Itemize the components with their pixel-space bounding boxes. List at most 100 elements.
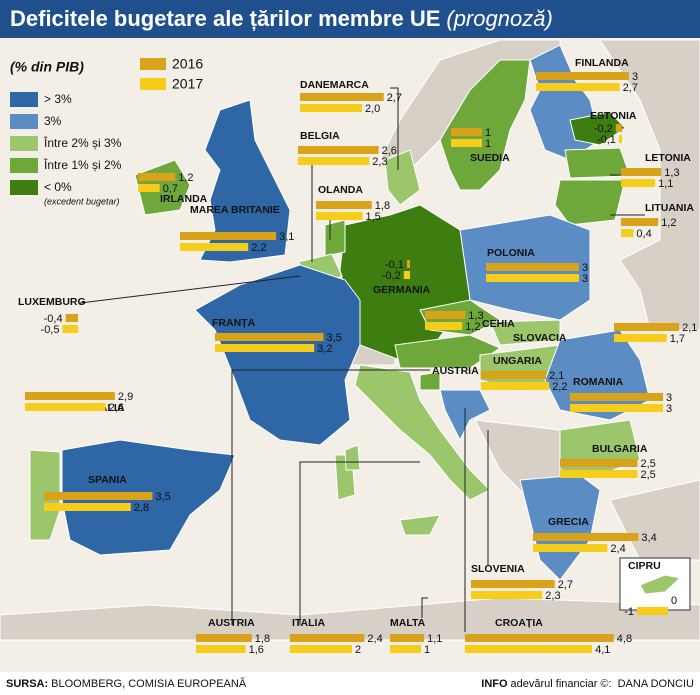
country-name: POLONIA — [487, 247, 535, 259]
footer-info: INFO adevărul financiar ©: DANA DONCIU — [481, 678, 694, 690]
country-name: FINLANDA — [575, 57, 629, 69]
value-label: 1 — [485, 127, 491, 139]
bar — [560, 470, 638, 478]
title-bar — [0, 0, 700, 38]
leader-line — [231, 369, 430, 625]
bar — [533, 544, 608, 552]
value-label: 0 — [671, 595, 677, 607]
legend-swatch — [140, 58, 166, 70]
country-area — [324, 219, 346, 257]
country-name: CROAȚIA — [495, 617, 543, 629]
value-label: 1,3 — [664, 167, 679, 179]
country-area — [569, 111, 626, 146]
legend-label: Între 2% și 3% — [43, 135, 122, 150]
country-name: OLANDA — [318, 184, 363, 196]
country-name: FRANȚA — [212, 317, 256, 329]
info: adevărul financiar ©: — [511, 678, 612, 690]
legend: 2016 2017 > 3% 3% Între 2% și 3% Între 1% și … — [10, 56, 203, 206]
value-label: 1,2 — [661, 217, 676, 229]
value-label: 0,7 — [163, 183, 178, 195]
country-area — [399, 514, 441, 536]
bar — [481, 382, 550, 390]
country-name: BULGARIA — [592, 443, 648, 455]
bar — [486, 274, 579, 282]
subtitle: (prognoză) — [446, 6, 552, 31]
country-name: SPANIA — [88, 474, 127, 486]
leader-line — [421, 597, 428, 618]
bar — [536, 72, 629, 80]
value-label: 3 — [632, 71, 638, 83]
value-label: 3 — [582, 273, 588, 285]
bar — [406, 260, 410, 268]
bar — [316, 201, 372, 209]
value-label: 2,2 — [552, 381, 567, 393]
bar — [62, 325, 78, 333]
bar — [65, 314, 78, 322]
footer-source: SURSA: BLOOMBERG, COMISIA EUROPEANĂ — [6, 677, 247, 690]
info-label: INFO — [481, 678, 508, 690]
bar — [570, 404, 663, 412]
country-name: IRLANDA — [160, 193, 208, 205]
value-label: 1,5 — [366, 211, 381, 223]
value-label: 2,9 — [118, 391, 133, 403]
value-label: -1 — [624, 606, 634, 618]
bar — [614, 323, 680, 331]
legend-swatch — [10, 92, 38, 107]
value-label: 2,1 — [682, 322, 697, 334]
country-area — [199, 99, 291, 263]
value-label: -0,1 — [385, 259, 404, 271]
bar — [621, 179, 656, 187]
value-label: 2,6 — [109, 402, 124, 414]
value-label: 3 — [666, 403, 672, 415]
leader-line — [390, 87, 399, 170]
bar — [390, 634, 425, 642]
author: DANA DONCIU — [618, 678, 694, 690]
bar — [290, 645, 352, 653]
non-eu-land — [599, 39, 700, 331]
bar — [536, 83, 620, 91]
value-label: 2,5 — [641, 469, 656, 481]
value-label: 3 — [582, 262, 588, 274]
value-label: 4,1 — [595, 644, 610, 656]
value-label: 3 — [666, 392, 672, 404]
country-area — [354, 364, 491, 501]
bar — [180, 232, 277, 240]
bar — [215, 344, 315, 352]
bar — [138, 184, 160, 192]
map — [0, 39, 700, 641]
bar — [486, 263, 579, 271]
value-label: 2,7 — [387, 92, 402, 104]
value-label: 2,5 — [641, 458, 656, 470]
bar — [196, 645, 246, 653]
value-label: 1 — [424, 644, 430, 656]
value-label: -0,2 — [594, 123, 613, 135]
value-label: 3,5 — [327, 332, 342, 344]
country-name: GRECIA — [548, 516, 589, 528]
value-label: 3,5 — [156, 491, 171, 503]
bar — [180, 243, 249, 251]
country-area — [419, 371, 441, 391]
leader-lines — [79, 87, 650, 632]
bar — [196, 634, 252, 642]
legend-swatch — [10, 114, 38, 129]
bar — [618, 135, 622, 143]
bar — [44, 492, 153, 500]
value-label: 1,8 — [375, 200, 390, 212]
country-area — [439, 59, 531, 191]
country-name: ROMANIA — [573, 376, 624, 388]
country-name: AUSTRIA — [208, 617, 255, 629]
bar — [44, 503, 131, 511]
bar — [637, 607, 668, 615]
bar — [403, 271, 410, 279]
bar — [451, 139, 482, 147]
bar — [425, 311, 466, 319]
country-name: CEHIA — [482, 318, 515, 330]
bar — [615, 124, 622, 132]
legend-label: > 3% — [44, 92, 72, 106]
value-label: 1,2 — [178, 172, 193, 184]
bar — [614, 334, 667, 342]
country-name: DANEMARCA — [300, 79, 369, 91]
value-label: 1,1 — [427, 633, 442, 645]
bar — [300, 93, 384, 101]
